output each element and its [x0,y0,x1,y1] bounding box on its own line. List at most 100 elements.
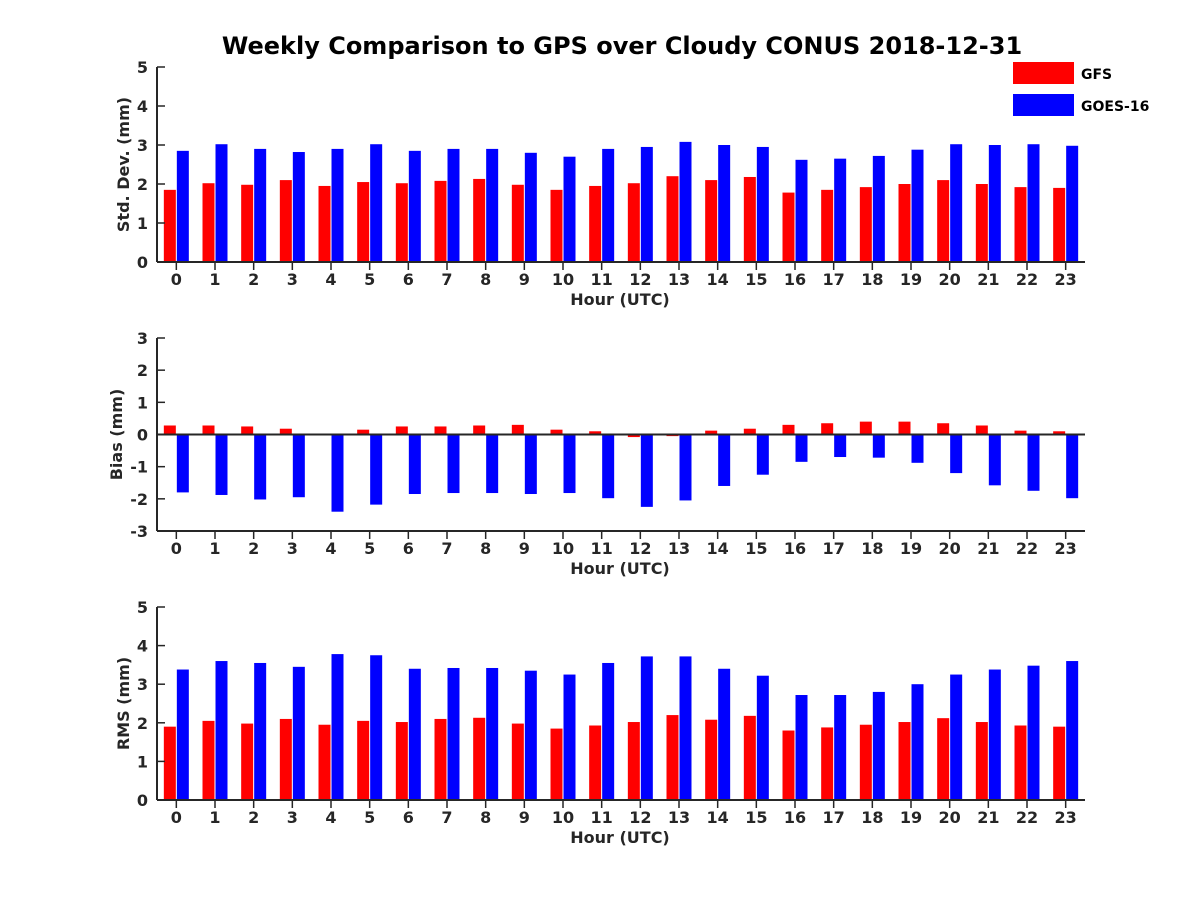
bar-2-1-12 [640,656,653,800]
x-tick-label-0-14: 14 [707,270,729,289]
x-tick-label-1-14: 14 [707,539,729,558]
x-tick-label-1-16: 16 [784,539,806,558]
bar-0-0-10 [550,189,563,262]
y-axis-label-2: RMS (mm) [114,657,133,750]
bar-0-0-6 [395,183,408,262]
bar-0-0-20 [937,180,950,262]
bar-0-1-13 [679,141,692,262]
x-tick-label-2-16: 16 [784,808,806,827]
bar-2-0-12 [627,722,640,800]
x-tick-label-0-12: 12 [629,270,651,289]
x-tick-label-1-6: 6 [403,539,414,558]
bar-1-1-8 [486,434,499,494]
y-tick-label-0-5: 5 [137,58,148,77]
bar-1-1-10 [563,434,576,494]
x-tick-label-2-4: 4 [325,808,336,827]
bar-0-1-5 [370,144,383,262]
bar-0-0-23 [1053,187,1066,262]
x-tick-label-2-20: 20 [939,808,961,827]
x-tick-label-2-19: 19 [900,808,922,827]
bar-2-1-11 [602,662,615,800]
y-tick-label-0-4: 4 [137,97,148,116]
bar-1-0-7 [434,426,447,435]
bar-0-0-14 [705,180,718,262]
x-axis-label-2: Hour (UTC) [570,828,670,847]
x-tick-label-1-19: 19 [900,539,922,558]
bar-2-0-17 [821,727,834,800]
bar-0-0-3 [279,180,292,262]
x-tick-label-2-1: 1 [209,808,220,827]
x-tick-label-0-10: 10 [552,270,574,289]
x-tick-label-0-19: 19 [900,270,922,289]
x-tick-label-0-16: 16 [784,270,806,289]
legend-label-0: GFS [1081,67,1112,83]
x-axis-label-0: Hour (UTC) [570,290,670,309]
x-tick-label-1-1: 1 [209,539,220,558]
x-tick-label-1-11: 11 [591,539,613,558]
bar-1-1-17 [834,434,847,458]
bar-1-1-13 [679,434,692,501]
bar-0-1-18 [872,155,885,262]
bar-0-1-0 [176,150,189,262]
bar-2-1-14 [718,668,731,800]
bar-2-0-7 [434,718,447,800]
bar-1-1-9 [524,434,537,495]
bar-0-0-12 [627,183,640,262]
legend-label-1: GOES-16 [1081,99,1149,115]
bar-0-1-4 [331,148,344,262]
bar-0-0-13 [666,176,679,262]
bar-2-1-6 [408,668,421,800]
x-tick-label-0-20: 20 [939,270,961,289]
x-tick-label-2-14: 14 [707,808,729,827]
y-tick-label-2-2: 2 [137,714,148,733]
bar-2-1-20 [950,674,963,800]
x-tick-label-0-15: 15 [745,270,767,289]
bar-1-0-20 [937,423,950,435]
x-axis-label-1: Hour (UTC) [570,559,670,578]
bar-1-1-18 [872,434,885,458]
bar-0-1-12 [640,146,653,262]
bar-1-0-21 [975,425,988,435]
bar-0-0-7 [434,180,447,262]
bar-1-0-15 [743,428,756,435]
bar-2-0-10 [550,728,563,800]
x-tick-label-1-2: 2 [248,539,259,558]
y-tick-label-2-0: 0 [137,791,148,810]
bar-1-1-14 [718,434,731,486]
y-tick-label-2-5: 5 [137,598,148,617]
bar-1-0-11 [589,431,602,435]
bar-2-1-22 [1027,665,1040,800]
bar-1-0-19 [898,421,911,435]
y-tick-label-0-0: 0 [137,253,148,272]
x-tick-label-1-15: 15 [745,539,767,558]
bar-2-1-21 [988,669,1001,800]
bar-0-0-16 [782,192,795,262]
x-tick-label-2-0: 0 [171,808,182,827]
bar-0-1-19 [911,149,924,262]
bar-1-0-12 [627,434,640,438]
bar-0-1-11 [602,148,615,262]
bar-1-1-4 [331,434,344,512]
x-tick-label-2-15: 15 [745,808,767,827]
x-tick-label-1-21: 21 [977,539,999,558]
bar-0-1-17 [834,158,847,262]
bar-2-1-3 [292,666,305,800]
bar-2-1-5 [370,655,383,800]
bar-0-1-23 [1066,145,1079,262]
x-tick-label-2-22: 22 [1016,808,1038,827]
x-tick-label-1-18: 18 [861,539,883,558]
bar-2-0-16 [782,730,795,800]
x-tick-label-2-2: 2 [248,808,259,827]
bar-0-1-21 [988,145,1001,262]
bar-2-0-1 [202,720,215,800]
x-tick-label-2-6: 6 [403,808,414,827]
bar-2-1-19 [911,684,924,800]
y-tick-label-1-6: 3 [137,329,148,348]
bar-1-0-1 [202,425,215,435]
x-tick-label-0-2: 2 [248,270,259,289]
bar-0-1-15 [756,146,769,262]
